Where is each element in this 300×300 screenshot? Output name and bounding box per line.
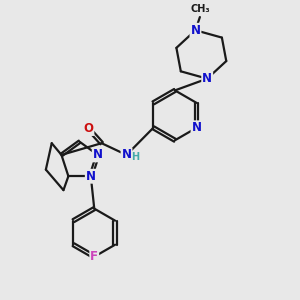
Text: N: N (191, 121, 202, 134)
Text: N: N (202, 72, 212, 85)
Text: N: N (190, 24, 200, 37)
Text: CH₃: CH₃ (190, 4, 210, 14)
Text: N: N (93, 148, 103, 161)
Text: N: N (86, 170, 96, 183)
Text: H: H (131, 152, 140, 162)
Text: N: N (122, 148, 131, 161)
Text: O: O (83, 122, 93, 135)
Text: F: F (90, 250, 98, 263)
